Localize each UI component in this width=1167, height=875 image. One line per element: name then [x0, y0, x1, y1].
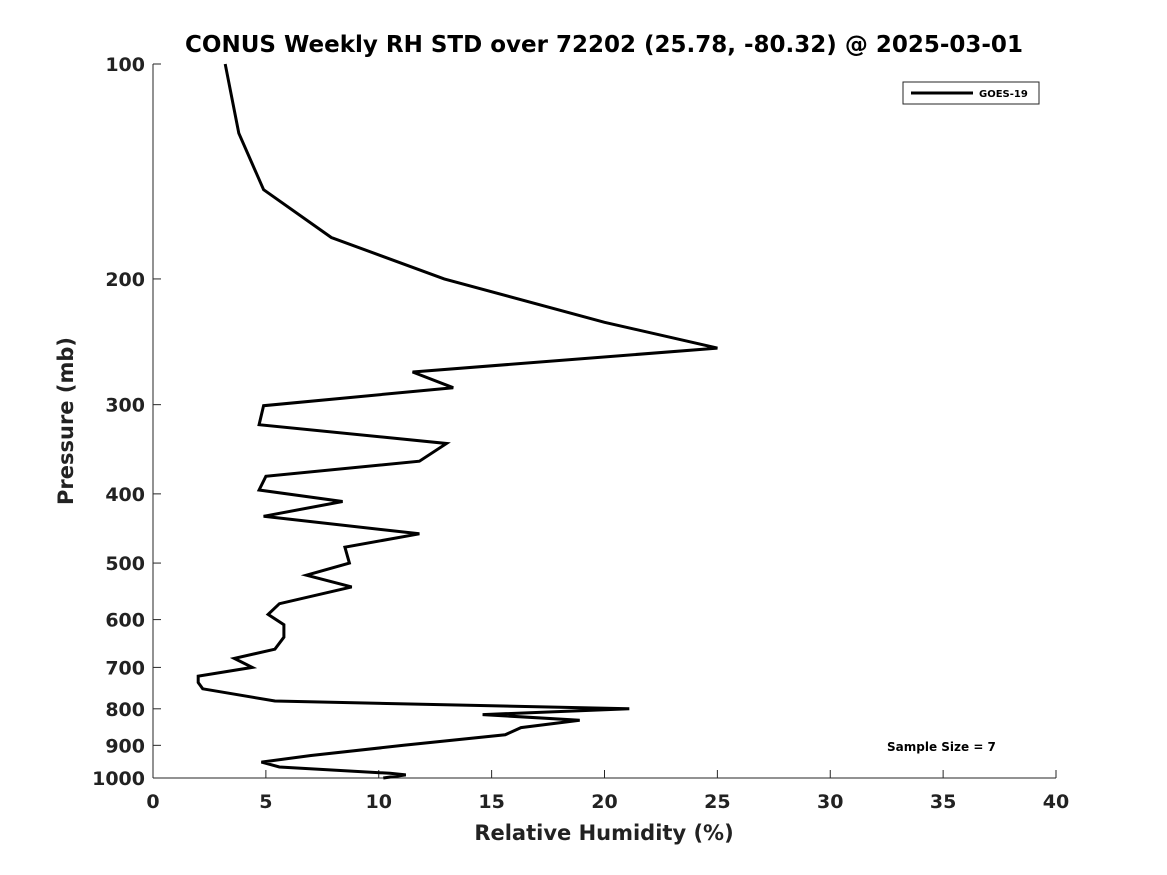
x-tick-label: 10 — [366, 791, 392, 813]
axes: 0 5 10 15 20 25 30 35 40 100 200 300 400 500 600 700 800… — [92, 54, 1069, 813]
x-tick-label: 25 — [704, 791, 730, 813]
y-tick-label: 700 — [105, 657, 145, 679]
x-axis-label: Relative Humidity (%) — [474, 821, 733, 845]
series-line-goes-19 — [196, 63, 718, 780]
x-tick-label: 40 — [1043, 791, 1069, 813]
legend: GOES-19 — [902, 81, 1040, 105]
x-tick-label: 15 — [478, 791, 504, 813]
x-tick-label: 5 — [259, 791, 272, 813]
y-tick-label: 100 — [105, 54, 145, 76]
sample-size-annotation: Sample Size = 7 — [887, 740, 996, 754]
y-tick-label: 300 — [105, 395, 145, 417]
series-layer — [196, 63, 718, 780]
y-tick-label: 900 — [105, 735, 145, 757]
y-tick-label: 400 — [105, 484, 145, 506]
y-tick-label: 1000 — [92, 768, 145, 790]
chart-title: CONUS Weekly RH STD over 72202 (25.78, -… — [185, 32, 1023, 58]
x-tick-label: 0 — [146, 791, 159, 813]
y-tick-label: 800 — [105, 699, 145, 721]
x-tick-label: 30 — [817, 791, 843, 813]
legend-entry-label: GOES-19 — [979, 89, 1028, 100]
y-axis-label: Pressure (mb) — [54, 337, 78, 505]
x-tick-label: 35 — [930, 791, 956, 813]
x-tick-label: 20 — [591, 791, 617, 813]
y-tick-label: 200 — [105, 269, 145, 291]
y-tick-label: 600 — [105, 610, 145, 632]
y-tick-label: 500 — [105, 553, 145, 575]
